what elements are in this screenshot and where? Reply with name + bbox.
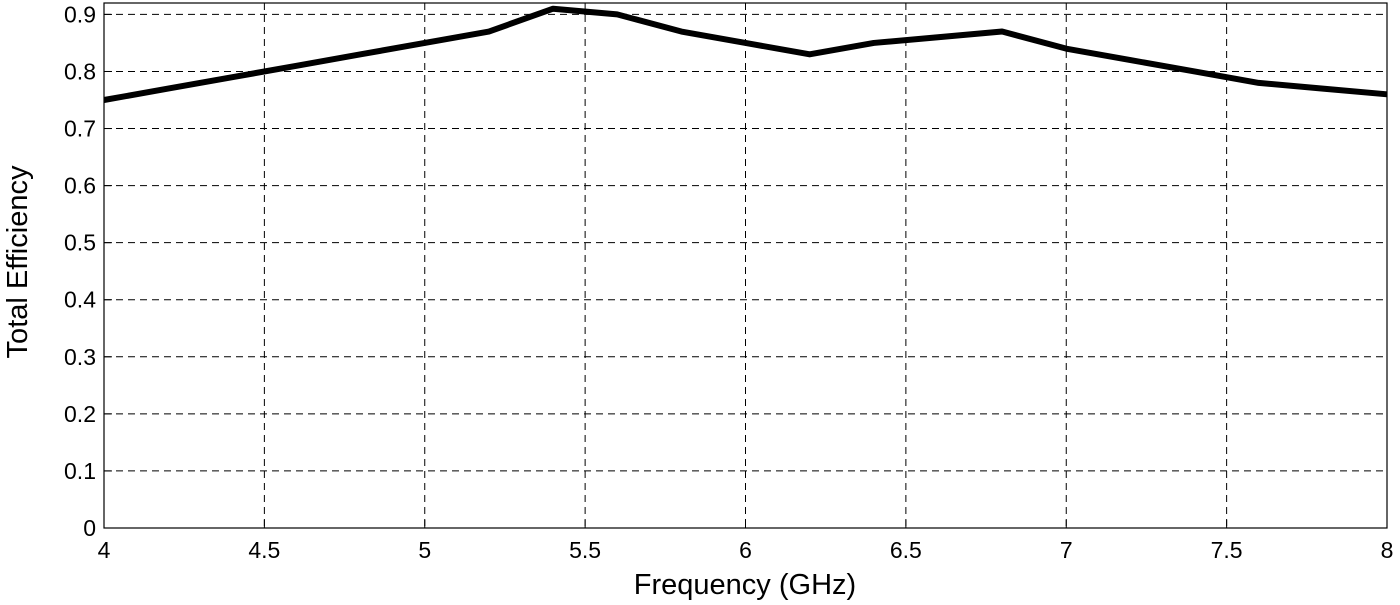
y-tick-label: 0 xyxy=(83,515,96,541)
x-tick-label: 8 xyxy=(1381,537,1394,563)
x-tick-label: 7.5 xyxy=(1211,537,1243,563)
y-tick-label: 0.6 xyxy=(64,173,96,199)
x-tick-label: 6.5 xyxy=(890,537,922,563)
data-line xyxy=(103,5,1388,103)
y-tick-label: 0.1 xyxy=(64,458,96,484)
y-tick-label: 0.4 xyxy=(64,287,96,313)
y-tick-label: 0.7 xyxy=(64,116,96,142)
y-tick-label: 0.8 xyxy=(64,58,96,84)
x-tick-label: 7 xyxy=(1060,537,1073,563)
x-tick-label: 5 xyxy=(418,537,431,563)
y-tick-label: 0.9 xyxy=(64,1,96,27)
x-tick-label: 6 xyxy=(739,537,752,563)
x-tick-label: 5.5 xyxy=(569,537,601,563)
x-tick-label: 4 xyxy=(98,537,111,563)
x-axis-label: Frequency (GHz) xyxy=(634,569,856,601)
y-tick-label: 0.3 xyxy=(64,344,96,370)
y-axis-label: Total Efficiency xyxy=(2,165,34,358)
plot-frame xyxy=(103,2,1388,529)
y-tick-label: 0.2 xyxy=(64,401,96,427)
y-tick-label: 0.5 xyxy=(64,230,96,256)
x-tick-label: 4.5 xyxy=(248,537,280,563)
